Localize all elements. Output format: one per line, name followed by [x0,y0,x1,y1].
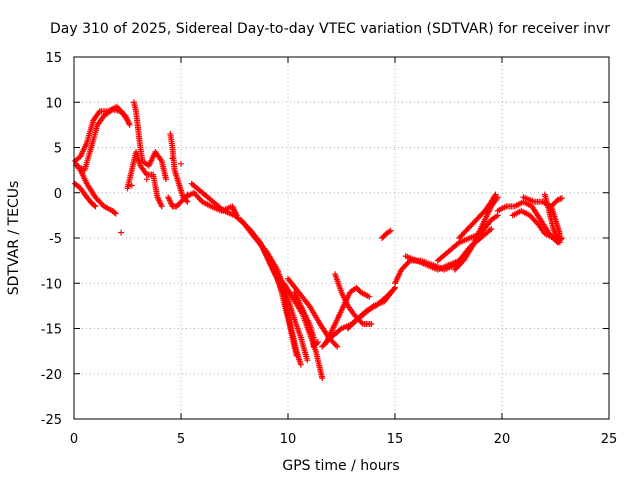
data-point-arc-u [486,227,493,234]
data-point-arc-d [91,202,98,209]
data-point-arc-e [163,176,170,183]
x-tick-label: 25 [601,432,618,447]
data-point-arc-s [387,227,394,234]
data-point-arc-n [313,340,320,347]
data-point-arc-n [314,339,321,346]
data-point-arc-q [358,319,365,326]
x-tick-label: 5 [177,432,185,447]
x-ticks: 0 5 10 15 20 25 [70,57,617,447]
y-tick-label: 15 [45,51,62,66]
data-point-arc-o [337,326,344,333]
y-tick-label: 0 [54,187,62,202]
y-ticks: 15 10 5 0 -5 -10 -15 -20 -25 [41,51,609,428]
data-point-arc-i [219,206,226,213]
x-tick-label: 20 [494,432,511,447]
data-point-outlier [169,155,176,162]
grid [74,57,609,419]
data-point-arc-p [366,293,373,300]
data-point-arc-ab [548,203,555,210]
data-point-arc-c [111,209,118,216]
data-point-arc-a [126,121,133,128]
data-point-outlier [178,160,184,167]
x-tick-label: 10 [280,432,297,447]
data-point-arc-v [454,240,461,247]
data-point-arc-f [158,203,165,210]
data-point-arc-c [112,210,119,217]
x-tick-label: 15 [387,432,404,447]
data-point-arc-aa [558,195,565,202]
y-tick-label: -5 [49,232,62,247]
data-point-arc-z [556,239,563,246]
y-tick-label: 5 [54,142,62,157]
data-point-arc-k [293,352,300,359]
data-point-outlier [184,191,191,198]
y-tick-label: -15 [41,323,62,338]
y-tick-label: -10 [41,277,62,292]
data-point-outlier [128,182,135,189]
data-point-outlier [143,176,150,183]
data-point-arc-u [488,225,495,232]
data-point-arc-r [362,308,369,315]
data-point-arc-m [334,343,341,350]
y-tick-label: -20 [41,368,62,383]
y-axis-label: SDTVAR / TECUs [6,181,22,296]
data-point-outlier [118,229,125,236]
data-point-arc-d [92,203,99,210]
data-point-arc-g [184,198,191,205]
data-point-arc-x [492,191,499,198]
x-tick-label: 0 [70,432,78,447]
data-point-arc-r [390,286,397,293]
data-points [72,99,565,382]
chart-title: Day 310 of 2025, Sidereal Day-to-day VTE… [50,21,610,37]
data-point-arc-q [368,320,375,327]
data-point-arc-b [124,117,131,124]
data-point-arc-i [304,357,311,364]
data-point-arc-l [319,375,326,382]
data-point-arc-j [297,361,304,368]
data-point-arc-m [332,342,339,349]
y-tick-label: 10 [45,96,62,111]
x-axis-label: GPS time / hours [282,458,399,474]
y-tick-label: -25 [41,413,62,428]
